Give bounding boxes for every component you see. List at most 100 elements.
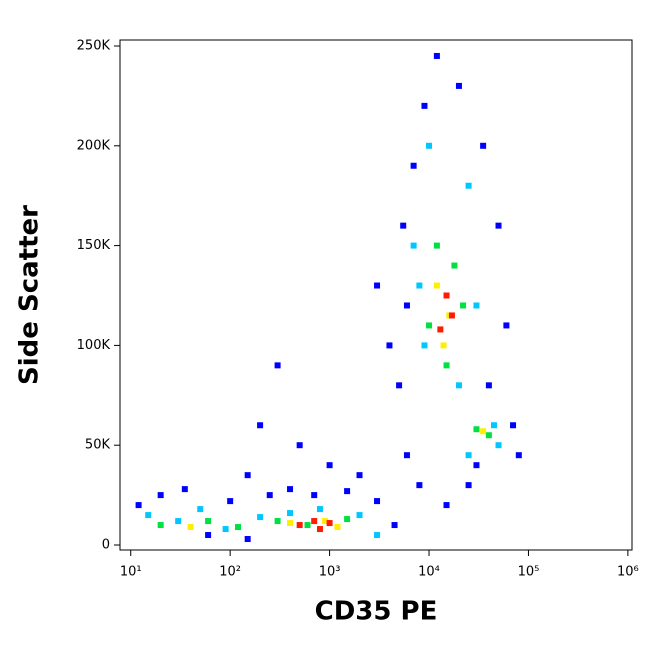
density-point xyxy=(503,322,510,329)
plot-frame xyxy=(119,39,633,551)
density-point xyxy=(515,452,522,459)
density-point xyxy=(400,222,407,229)
density-point xyxy=(416,482,423,489)
density-point xyxy=(326,462,333,469)
density-point xyxy=(416,282,423,289)
density-point xyxy=(440,342,447,349)
density-point xyxy=(473,426,480,433)
density-point xyxy=(322,518,329,525)
density-point xyxy=(287,486,294,493)
x-tick-label: 10¹ xyxy=(120,565,142,580)
density-point xyxy=(145,512,152,519)
density-point xyxy=(465,482,472,489)
density-point xyxy=(344,488,351,495)
density-point xyxy=(287,520,294,527)
density-point xyxy=(187,524,194,531)
density-point xyxy=(460,302,467,309)
density-point xyxy=(433,242,440,249)
x-tick-label: 10² xyxy=(219,565,241,580)
density-point xyxy=(344,516,351,523)
density-point xyxy=(181,486,188,493)
density-point xyxy=(311,518,318,525)
density-point xyxy=(443,502,450,509)
density-point xyxy=(473,302,480,309)
density-point xyxy=(316,506,323,513)
density-point xyxy=(316,526,323,533)
density-point xyxy=(244,472,251,479)
density-point xyxy=(374,282,381,289)
density-point xyxy=(157,522,164,529)
density-point xyxy=(448,312,455,319)
density-point xyxy=(311,492,318,499)
y-tick-label: 100K xyxy=(77,338,111,353)
density-point xyxy=(396,382,403,389)
density-point xyxy=(374,498,381,505)
density-point xyxy=(296,442,303,449)
density-point xyxy=(426,142,433,149)
density-point xyxy=(205,518,212,525)
density-point xyxy=(421,102,428,109)
density-point xyxy=(455,382,462,389)
density-point xyxy=(455,82,462,89)
density-point xyxy=(410,242,417,249)
density-point xyxy=(421,342,428,349)
y-tick-label: 250K xyxy=(77,38,111,53)
density-point xyxy=(490,422,497,429)
density-point xyxy=(473,462,480,469)
density-point xyxy=(495,442,502,449)
density-point xyxy=(451,262,458,269)
density-point xyxy=(391,522,398,529)
density-point xyxy=(356,472,363,479)
density-point xyxy=(374,532,381,539)
density-point xyxy=(403,452,410,459)
density-point xyxy=(485,382,492,389)
density-point xyxy=(480,428,487,435)
density-point xyxy=(443,362,450,369)
density-point xyxy=(386,342,393,349)
density-point xyxy=(135,502,142,509)
density-point xyxy=(274,518,281,525)
density-point xyxy=(510,422,517,429)
y-tick-label: 50K xyxy=(85,438,111,453)
density-point xyxy=(403,302,410,309)
density-point xyxy=(465,452,472,459)
density-point xyxy=(222,526,229,533)
density-point xyxy=(356,512,363,519)
x-tick-label: 10³ xyxy=(319,565,341,580)
y-tick-label: 0 xyxy=(102,538,110,553)
density-point xyxy=(227,498,234,505)
y-axis-title: Side Scatter xyxy=(15,205,45,385)
density-point xyxy=(257,514,264,521)
density-point xyxy=(157,492,164,499)
density-point xyxy=(326,520,333,527)
density-point xyxy=(304,522,311,529)
density-point xyxy=(465,182,472,189)
density-point xyxy=(334,524,341,531)
density-point xyxy=(244,536,251,543)
y-tick-label: 200K xyxy=(77,138,111,153)
density-point xyxy=(443,292,450,299)
density-point xyxy=(410,162,417,169)
density-point xyxy=(433,52,440,59)
density-point xyxy=(205,532,212,539)
density-point xyxy=(175,518,182,525)
density-point xyxy=(296,522,303,529)
density-point xyxy=(485,432,492,439)
density-point xyxy=(437,326,444,333)
y-tick-label: 150K xyxy=(77,238,111,253)
density-point xyxy=(235,524,242,531)
density-point xyxy=(274,362,281,369)
x-tick-label: 10⁶ xyxy=(617,565,639,580)
density-point xyxy=(480,142,487,149)
x-axis-title: CD35 PE xyxy=(315,597,438,627)
density-point xyxy=(257,422,264,429)
density-point xyxy=(287,510,294,517)
density-point xyxy=(495,222,502,229)
density-point xyxy=(197,506,204,513)
x-tick-label: 10⁵ xyxy=(518,565,540,580)
density-point xyxy=(426,322,433,329)
x-tick-label: 10⁴ xyxy=(418,565,440,580)
density-point xyxy=(266,492,273,499)
density-point xyxy=(433,282,440,289)
